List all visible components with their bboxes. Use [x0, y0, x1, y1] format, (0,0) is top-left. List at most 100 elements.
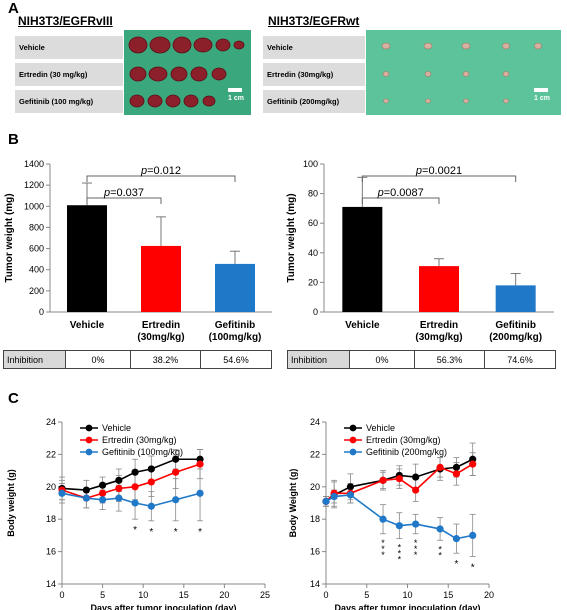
legend-label: Gefitinib (200mg/kg): [366, 447, 447, 457]
y-tick-label: 22: [46, 449, 56, 459]
y-axis-label: Body Weight (g): [288, 469, 298, 538]
inhibition-value: 0%: [349, 350, 415, 369]
data-point: [412, 520, 420, 528]
data-point: [172, 468, 180, 476]
data-point: [82, 486, 90, 494]
legend-marker: [85, 436, 93, 444]
x-tick-label: 20: [484, 590, 494, 600]
y-tick-label: 14: [310, 579, 320, 589]
data-point: [196, 489, 204, 497]
significance-star: *: [438, 544, 442, 554]
data-point: [452, 470, 460, 478]
data-point: [452, 463, 460, 471]
y-tick-label: 800: [29, 222, 44, 232]
row-labels-left: Vehicle Ertredin (30 mg/kg) Gefitinib (1…: [15, 36, 123, 113]
x-tick-label: 10: [138, 590, 148, 600]
series-line: [61, 463, 201, 499]
row-label: Ertredin (30mg/kg): [263, 63, 365, 86]
group-title-egfrwt: NIH3T3/EGFRwt: [268, 14, 360, 28]
inhibition-value: 0%: [65, 350, 131, 369]
bar: [141, 245, 181, 312]
inhibition-value: 38.2%: [130, 350, 201, 369]
inhibition-table-left: Inhibition 0% 38.2% 54.6%: [3, 350, 272, 369]
data-point: [322, 497, 330, 505]
data-point: [58, 489, 66, 497]
row-label: Gefitinib (100 mg/kg): [15, 90, 123, 113]
legend-label: Vehicle: [102, 423, 131, 433]
significance-star: *: [149, 527, 153, 538]
bar: [419, 266, 459, 312]
significance-bracket: [361, 197, 440, 204]
significance-star: *: [438, 550, 442, 560]
inhibition-value: 54.6%: [200, 350, 272, 369]
y-axis-label: Tumor weight (mg): [286, 193, 297, 282]
y-axis-label: Tumor weight (mg): [4, 193, 15, 282]
significance-star: *: [414, 538, 418, 548]
data-point: [172, 455, 180, 463]
y-tick-label: 200: [29, 286, 44, 296]
series-line: [61, 458, 201, 491]
x-tick-label: 5: [100, 590, 105, 600]
data-point: [172, 496, 180, 504]
data-point: [395, 522, 403, 530]
y-tick-label: 16: [310, 547, 320, 557]
data-point: [115, 494, 123, 502]
data-point: [452, 535, 460, 543]
bar: [67, 205, 107, 312]
y-tick-label: 24: [310, 417, 320, 427]
data-point: [469, 460, 477, 468]
y-tick-label: 20: [310, 482, 320, 492]
legend-marker: [349, 448, 357, 456]
significance-star: *: [414, 550, 418, 560]
row-label: Ertredin (30 mg/kg): [15, 63, 123, 86]
x-tick-label: 20: [219, 590, 229, 600]
inhibition-header: Inhibition: [3, 350, 66, 369]
significance-star: *: [381, 544, 385, 554]
tumor-weight-chart-egfrwt: 0 20 40 60 80 100 Tumor weight (mg) Vehicle Ertr…: [286, 159, 554, 343]
inhibition-value: 56.3%: [414, 350, 485, 369]
body-weight-chart-egfrwt: 14 16 18 20 22 24 0 5 10 15 20 Days after tumor ino…: [288, 417, 494, 610]
data-point: [436, 463, 444, 471]
body-weight-chart-egfrviii: 14 16 18 20 22 24 0 5 10 15 20 25 Days after tumor i…: [6, 417, 270, 610]
y-axis-label: Body weight (g): [6, 469, 16, 537]
x-tick-label: 5: [364, 590, 369, 600]
legend-label: Ertredin (30mg/kg): [366, 435, 441, 445]
data-point: [379, 515, 387, 523]
p-value-label: p=0.0087: [377, 187, 424, 199]
tumor-specimens: [128, 36, 245, 108]
data-point: [82, 494, 90, 502]
data-point: [99, 481, 107, 489]
y-tick-label: 1400: [24, 159, 44, 169]
y-tick-label: 22: [310, 449, 320, 459]
scale-label: 1 cm: [228, 95, 244, 102]
y-tick-label: 1200: [24, 180, 44, 190]
bar: [495, 285, 536, 312]
x-tick-label: 0: [323, 590, 328, 600]
significance-star: *: [454, 559, 458, 570]
x-tick-label: Vehicle: [70, 320, 105, 331]
inhibition-header: Inhibition: [287, 350, 350, 369]
significance-bracket: [86, 175, 236, 182]
data-point: [412, 486, 420, 494]
row-label: Vehicle: [15, 36, 123, 59]
legend-label: Ertredin (30mg/kg): [102, 435, 177, 445]
tumor-weight-chart-egfrviii: 0 200 400 600 800 1000 1200 1400 Tumor weight (m…: [4, 159, 272, 343]
significance-star: *: [398, 549, 402, 559]
legend-marker: [349, 424, 357, 432]
significance-star: *: [414, 544, 418, 554]
x-tick-label: (30mg/kg): [137, 332, 184, 343]
data-point: [147, 502, 155, 510]
y-tick-label: 14: [46, 579, 56, 589]
legend-marker: [85, 448, 93, 456]
y-tick-label: 0: [39, 307, 44, 317]
y-tick-label: 18: [46, 514, 56, 524]
data-point: [436, 525, 444, 533]
x-tick-label: Ertredin: [142, 320, 180, 331]
data-point: [147, 465, 155, 473]
y-tick-label: 600: [29, 244, 44, 254]
x-tick-label: (200mg/kg): [489, 332, 542, 343]
data-point: [131, 483, 139, 491]
series-line: [61, 492, 201, 508]
row-label: Vehicle: [263, 36, 365, 59]
significance-bracket: [86, 197, 162, 204]
